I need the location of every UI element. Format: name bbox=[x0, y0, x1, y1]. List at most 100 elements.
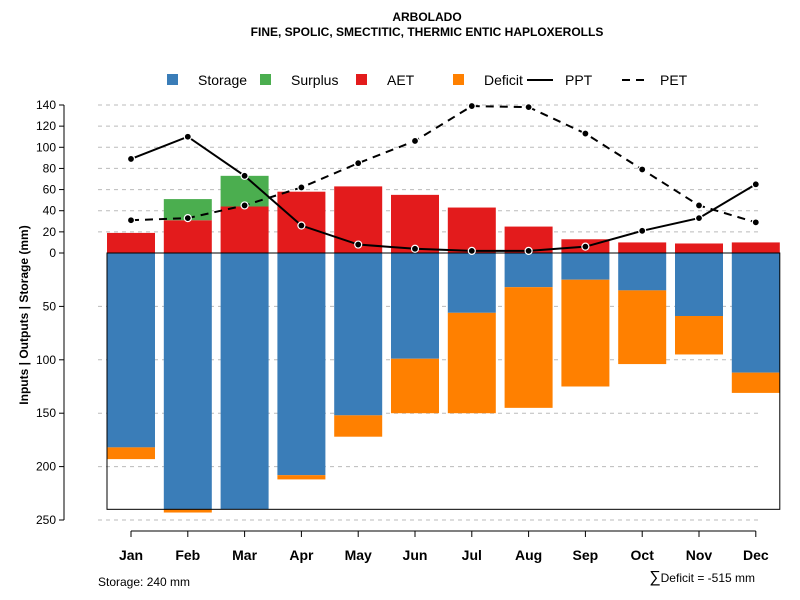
y-axis-label: Inputs | Outputs | Storage (mm) bbox=[17, 225, 31, 404]
ppt-point-dec bbox=[751, 180, 760, 189]
legend-swatch-storage bbox=[167, 74, 178, 85]
month-label-may: May bbox=[345, 547, 372, 563]
storage-bar-dec bbox=[731, 253, 780, 373]
legend-swatch-surplus bbox=[260, 74, 271, 85]
deficit-total-note: ∑Deficit = -515 mm bbox=[649, 569, 755, 587]
deficit-bar-feb bbox=[163, 509, 212, 513]
deficit-bar-nov bbox=[675, 316, 723, 355]
pet-point-oct bbox=[638, 165, 647, 174]
y-tick-label: 0 bbox=[49, 246, 56, 260]
y-tick-label: 140 bbox=[36, 98, 56, 112]
ppt-point-sep bbox=[581, 242, 590, 251]
month-label-aug: Aug bbox=[515, 547, 542, 563]
aet-bar-jul bbox=[447, 207, 496, 253]
y-tick-label: 60 bbox=[43, 183, 57, 197]
month-label-mar: Mar bbox=[232, 547, 257, 563]
ppt-point-oct bbox=[638, 226, 647, 235]
deficit-bar-jul bbox=[447, 312, 496, 414]
month-label-oct: Oct bbox=[631, 547, 655, 563]
pet-point-jan bbox=[126, 216, 136, 225]
deficit-bar-sep bbox=[561, 279, 610, 387]
storage-bar-nov bbox=[675, 253, 723, 317]
axes: 0 20 40 60 80 100 120 140 50 100 150 200 250 Jan Feb Ma… bbox=[36, 98, 769, 563]
storage-capacity-note: Storage: 240 mm bbox=[98, 575, 191, 589]
y-tick-label: 150 bbox=[36, 406, 56, 420]
y-tick-label: 50 bbox=[43, 299, 57, 313]
ppt-point-nov bbox=[694, 214, 704, 223]
storage-bar-jul bbox=[447, 253, 496, 313]
storage-bar-may bbox=[334, 253, 383, 416]
month-label-nov: Nov bbox=[686, 547, 713, 563]
y-tick-label: 120 bbox=[36, 119, 56, 133]
storage-bar-apr bbox=[277, 253, 326, 476]
chart-subtitle: FINE, SPOLIC, SMECTITIC, THERMIC ENTIC H… bbox=[251, 25, 604, 39]
pet-point-sep bbox=[581, 129, 590, 138]
legend: Storage Surplus AET Deficit PPT PET bbox=[167, 72, 688, 88]
aet-bar-feb bbox=[163, 220, 212, 253]
y-tick-label: 100 bbox=[36, 140, 56, 154]
pet-point-aug bbox=[524, 103, 533, 112]
sigma-icon: ∑ bbox=[649, 569, 661, 586]
deficit-total-text: Deficit = -515 mm bbox=[660, 571, 755, 585]
surplus-bar-feb bbox=[163, 199, 212, 221]
ppt-point-may bbox=[354, 240, 363, 249]
storage-bar-aug bbox=[504, 253, 553, 288]
y-tick-label: 250 bbox=[36, 513, 56, 527]
aet-bar-jan bbox=[107, 232, 155, 253]
pet-point-dec bbox=[751, 218, 760, 227]
y-tick-label: 80 bbox=[43, 161, 57, 175]
aet-bar-jun bbox=[391, 194, 439, 253]
pet-point-mar bbox=[240, 201, 249, 210]
pet-line bbox=[130, 105, 757, 224]
aet-bar-mar bbox=[220, 206, 269, 253]
deficit-bar-dec bbox=[731, 372, 780, 393]
storage-bar-oct bbox=[618, 253, 667, 291]
deficit-bar-apr bbox=[277, 475, 326, 480]
ppt-point-jan bbox=[126, 154, 136, 164]
bars bbox=[107, 175, 780, 513]
deficit-bar-may bbox=[334, 415, 383, 437]
deficit-bar-jun bbox=[391, 358, 439, 414]
y-tick-label: 100 bbox=[36, 353, 56, 367]
month-label-apr: Apr bbox=[289, 547, 314, 563]
legend-label-deficit: Deficit bbox=[484, 72, 523, 88]
ppt-point-apr bbox=[297, 221, 306, 230]
chart-title: ARBOLADO bbox=[392, 10, 461, 24]
storage-frame bbox=[106, 252, 781, 510]
storage-bar-jun bbox=[391, 253, 439, 359]
ppt-point-jul bbox=[467, 246, 476, 255]
month-label-dec: Dec bbox=[743, 547, 769, 563]
legend-swatch-deficit bbox=[453, 74, 464, 85]
storage-bar-feb bbox=[163, 253, 212, 510]
deficit-bar-oct bbox=[618, 290, 667, 365]
month-label-jun: Jun bbox=[403, 547, 428, 563]
pet-point-jun bbox=[410, 136, 420, 146]
ppt-point-jun bbox=[410, 244, 420, 253]
storage-bar-sep bbox=[561, 253, 610, 280]
legend-label-storage: Storage bbox=[198, 72, 247, 88]
legend-label-ppt: PPT bbox=[565, 72, 593, 88]
storage-bar-jan bbox=[107, 253, 155, 448]
ppt-line bbox=[130, 135, 757, 252]
pet-point-jul bbox=[467, 101, 476, 111]
storage-bar-mar bbox=[220, 253, 269, 510]
legend-label-surplus: Surplus bbox=[291, 72, 338, 88]
ppt-point-feb bbox=[183, 132, 192, 141]
legend-label-aet: AET bbox=[387, 72, 415, 88]
legend-label-pet: PET bbox=[660, 72, 688, 88]
month-label-sep: Sep bbox=[573, 547, 599, 563]
y-tick-label: 20 bbox=[43, 225, 57, 239]
pet-point-nov bbox=[694, 201, 704, 210]
month-label-jul: Jul bbox=[462, 547, 482, 563]
month-label-jan: Jan bbox=[119, 547, 143, 563]
lines bbox=[126, 101, 760, 255]
y-tick-label: 40 bbox=[43, 204, 57, 218]
pet-point-feb bbox=[183, 214, 192, 223]
pet-point-may bbox=[354, 159, 363, 168]
aet-bar-nov bbox=[675, 243, 723, 253]
deficit-bar-jan bbox=[107, 447, 155, 460]
y-tick-label: 200 bbox=[36, 460, 56, 474]
ppt-point-mar bbox=[240, 171, 249, 180]
ppt-point-aug bbox=[524, 246, 533, 255]
